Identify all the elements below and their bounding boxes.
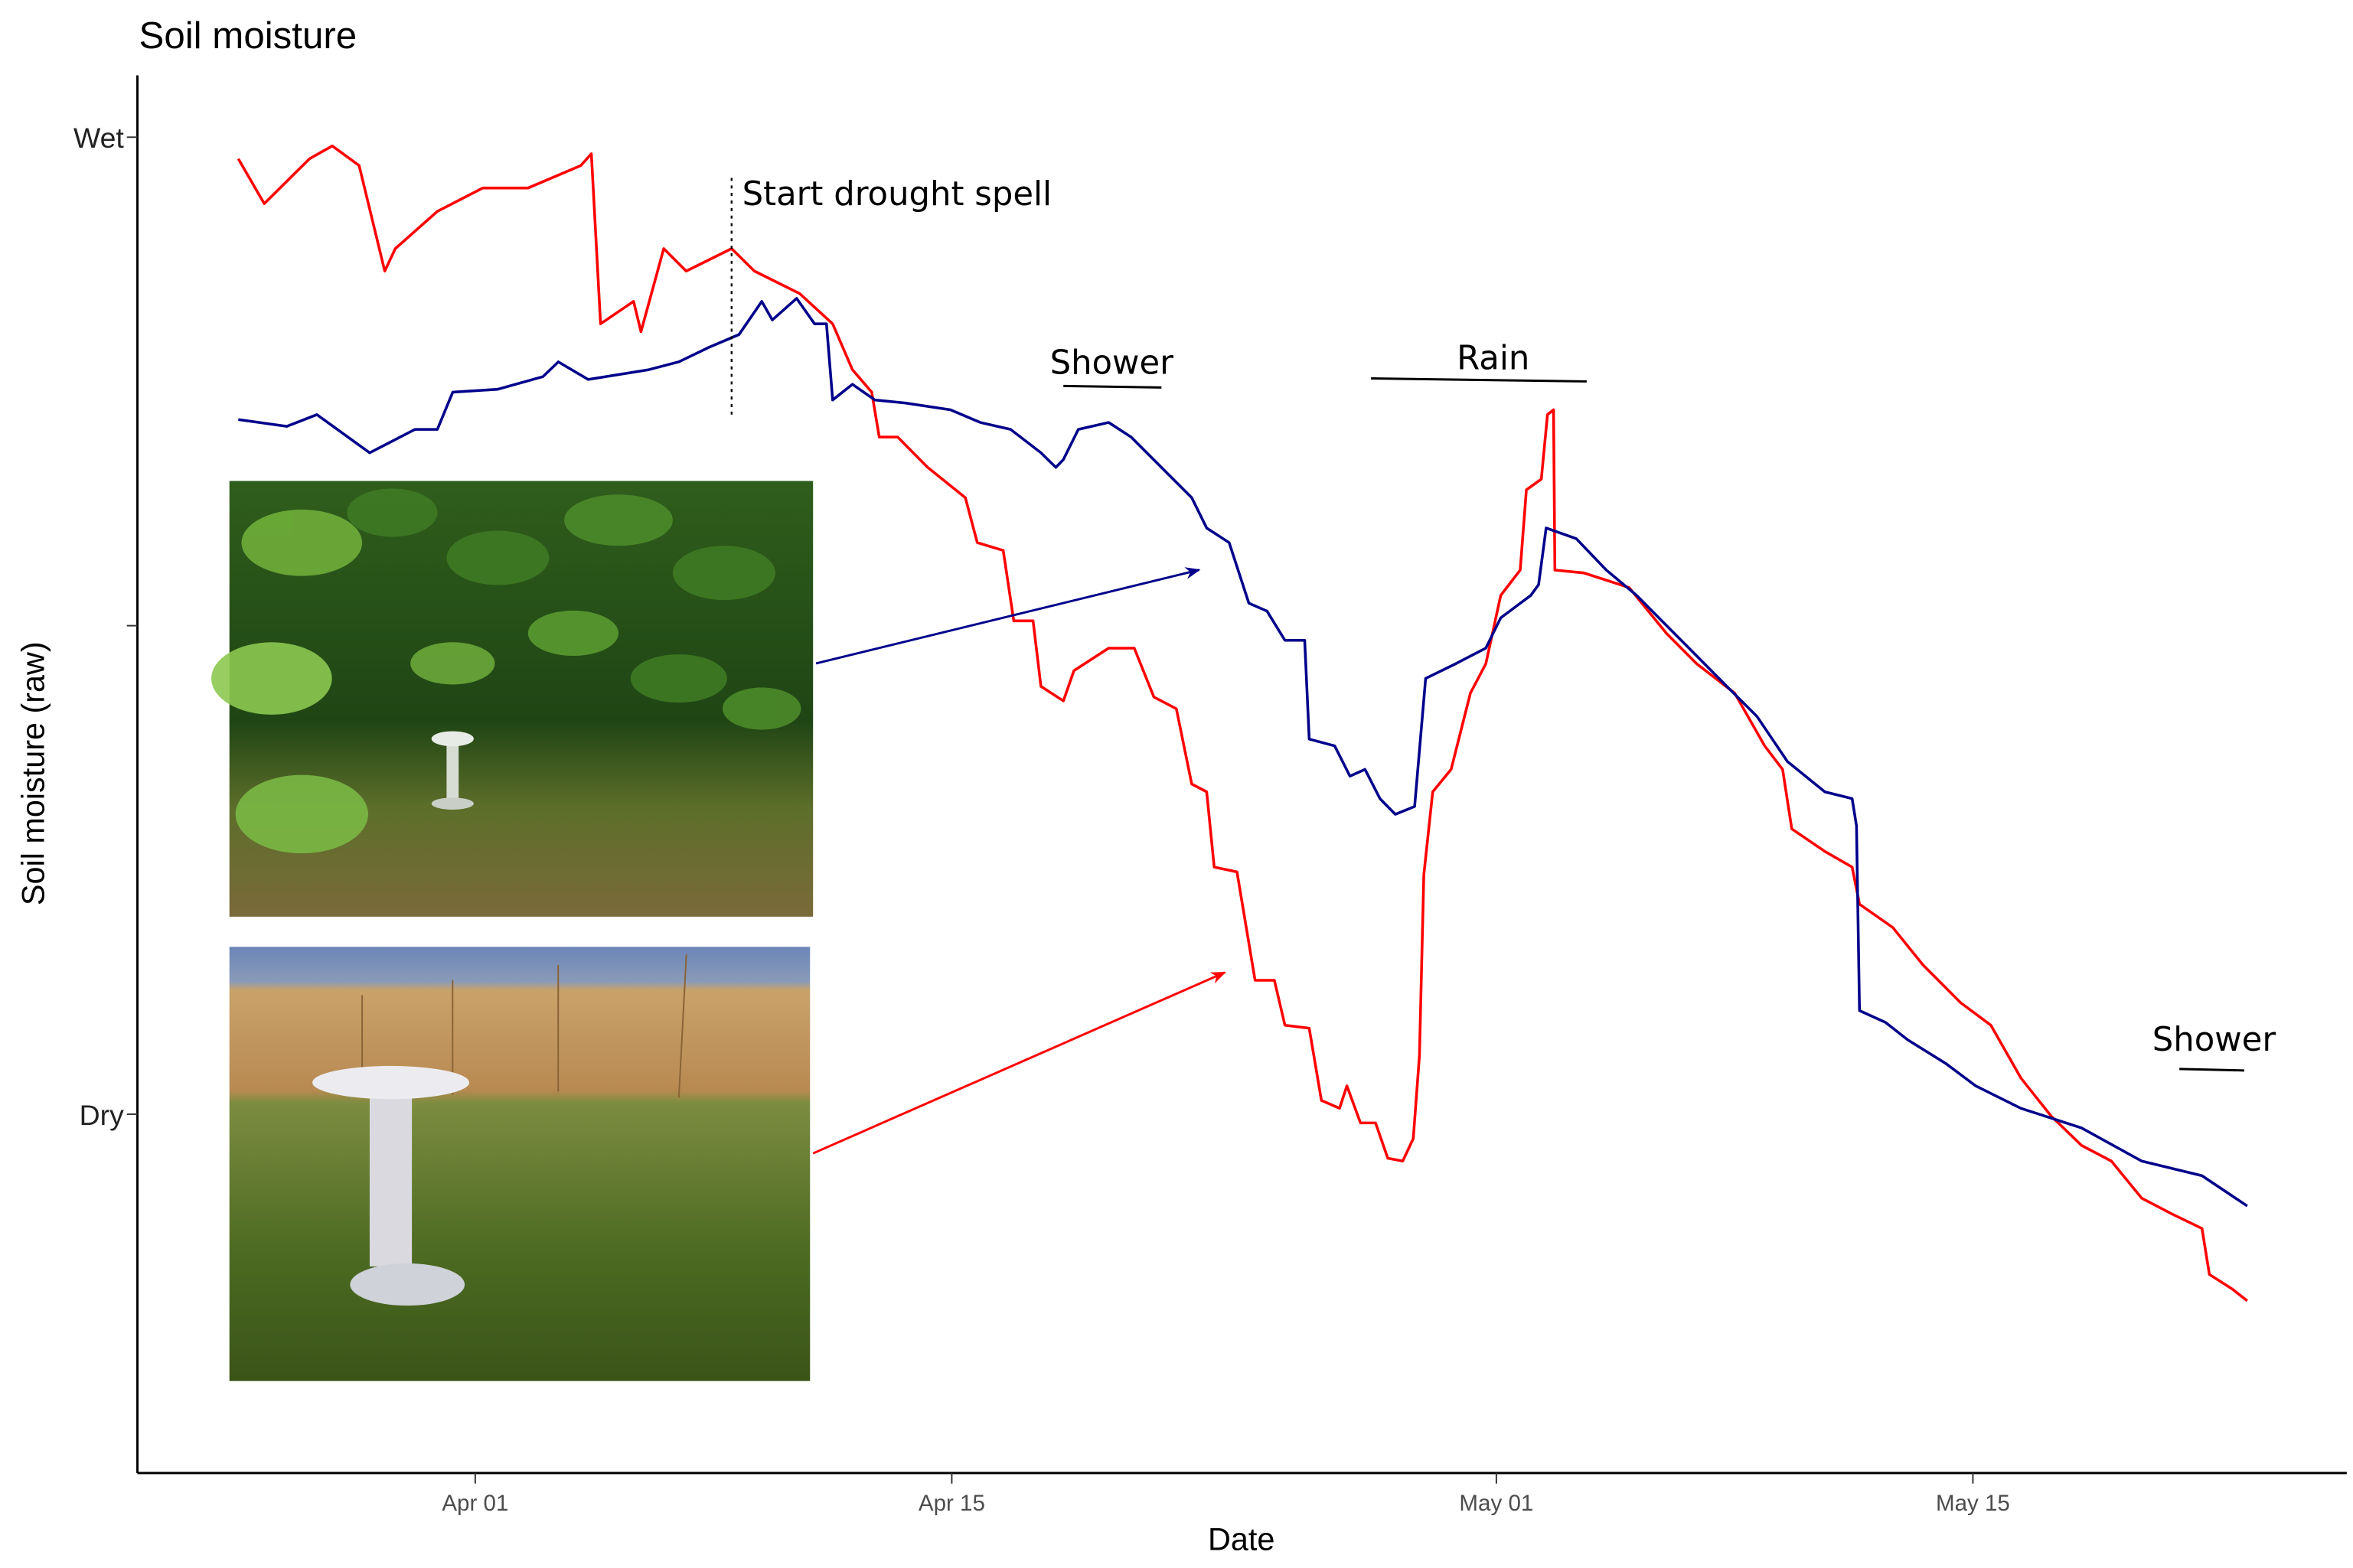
- rain-span: [1371, 377, 1587, 383]
- annotation-shower-2: Shower: [2152, 1021, 2276, 1059]
- x-tick-label: Apr 01: [442, 1491, 508, 1516]
- x-tick-label: Apr 15: [919, 1491, 985, 1516]
- shower-2-span: [2179, 1068, 2244, 1072]
- annotation-rain: Rain: [1457, 340, 1529, 378]
- shower-1-span: [1063, 384, 1162, 389]
- photo-sensor-under-hedge: [211, 481, 814, 917]
- x-tick-label: May 01: [1459, 1491, 1533, 1516]
- series-line-lawn: [237, 144, 2248, 1302]
- photo-sensor-in-lawn: [229, 947, 811, 1381]
- y-tick-label: Dry: [80, 1099, 124, 1131]
- arrow-lawn-to-red-series: [812, 971, 1226, 1155]
- annotation-drought-start: Start drought spell: [742, 175, 1052, 214]
- x-axis-label: Date: [1208, 1521, 1274, 1557]
- annotation-shower-1: Shower: [1050, 344, 1174, 383]
- chart-title: Soil moisture: [139, 15, 357, 57]
- y-tick-label: Wet: [73, 122, 124, 154]
- series-line-hedge: [238, 297, 2248, 1208]
- x-tick-label: May 15: [1936, 1491, 2010, 1516]
- arrow-hedge-to-blue-series: [815, 567, 1201, 665]
- y-axis-label: Soil moisture (raw): [15, 641, 51, 905]
